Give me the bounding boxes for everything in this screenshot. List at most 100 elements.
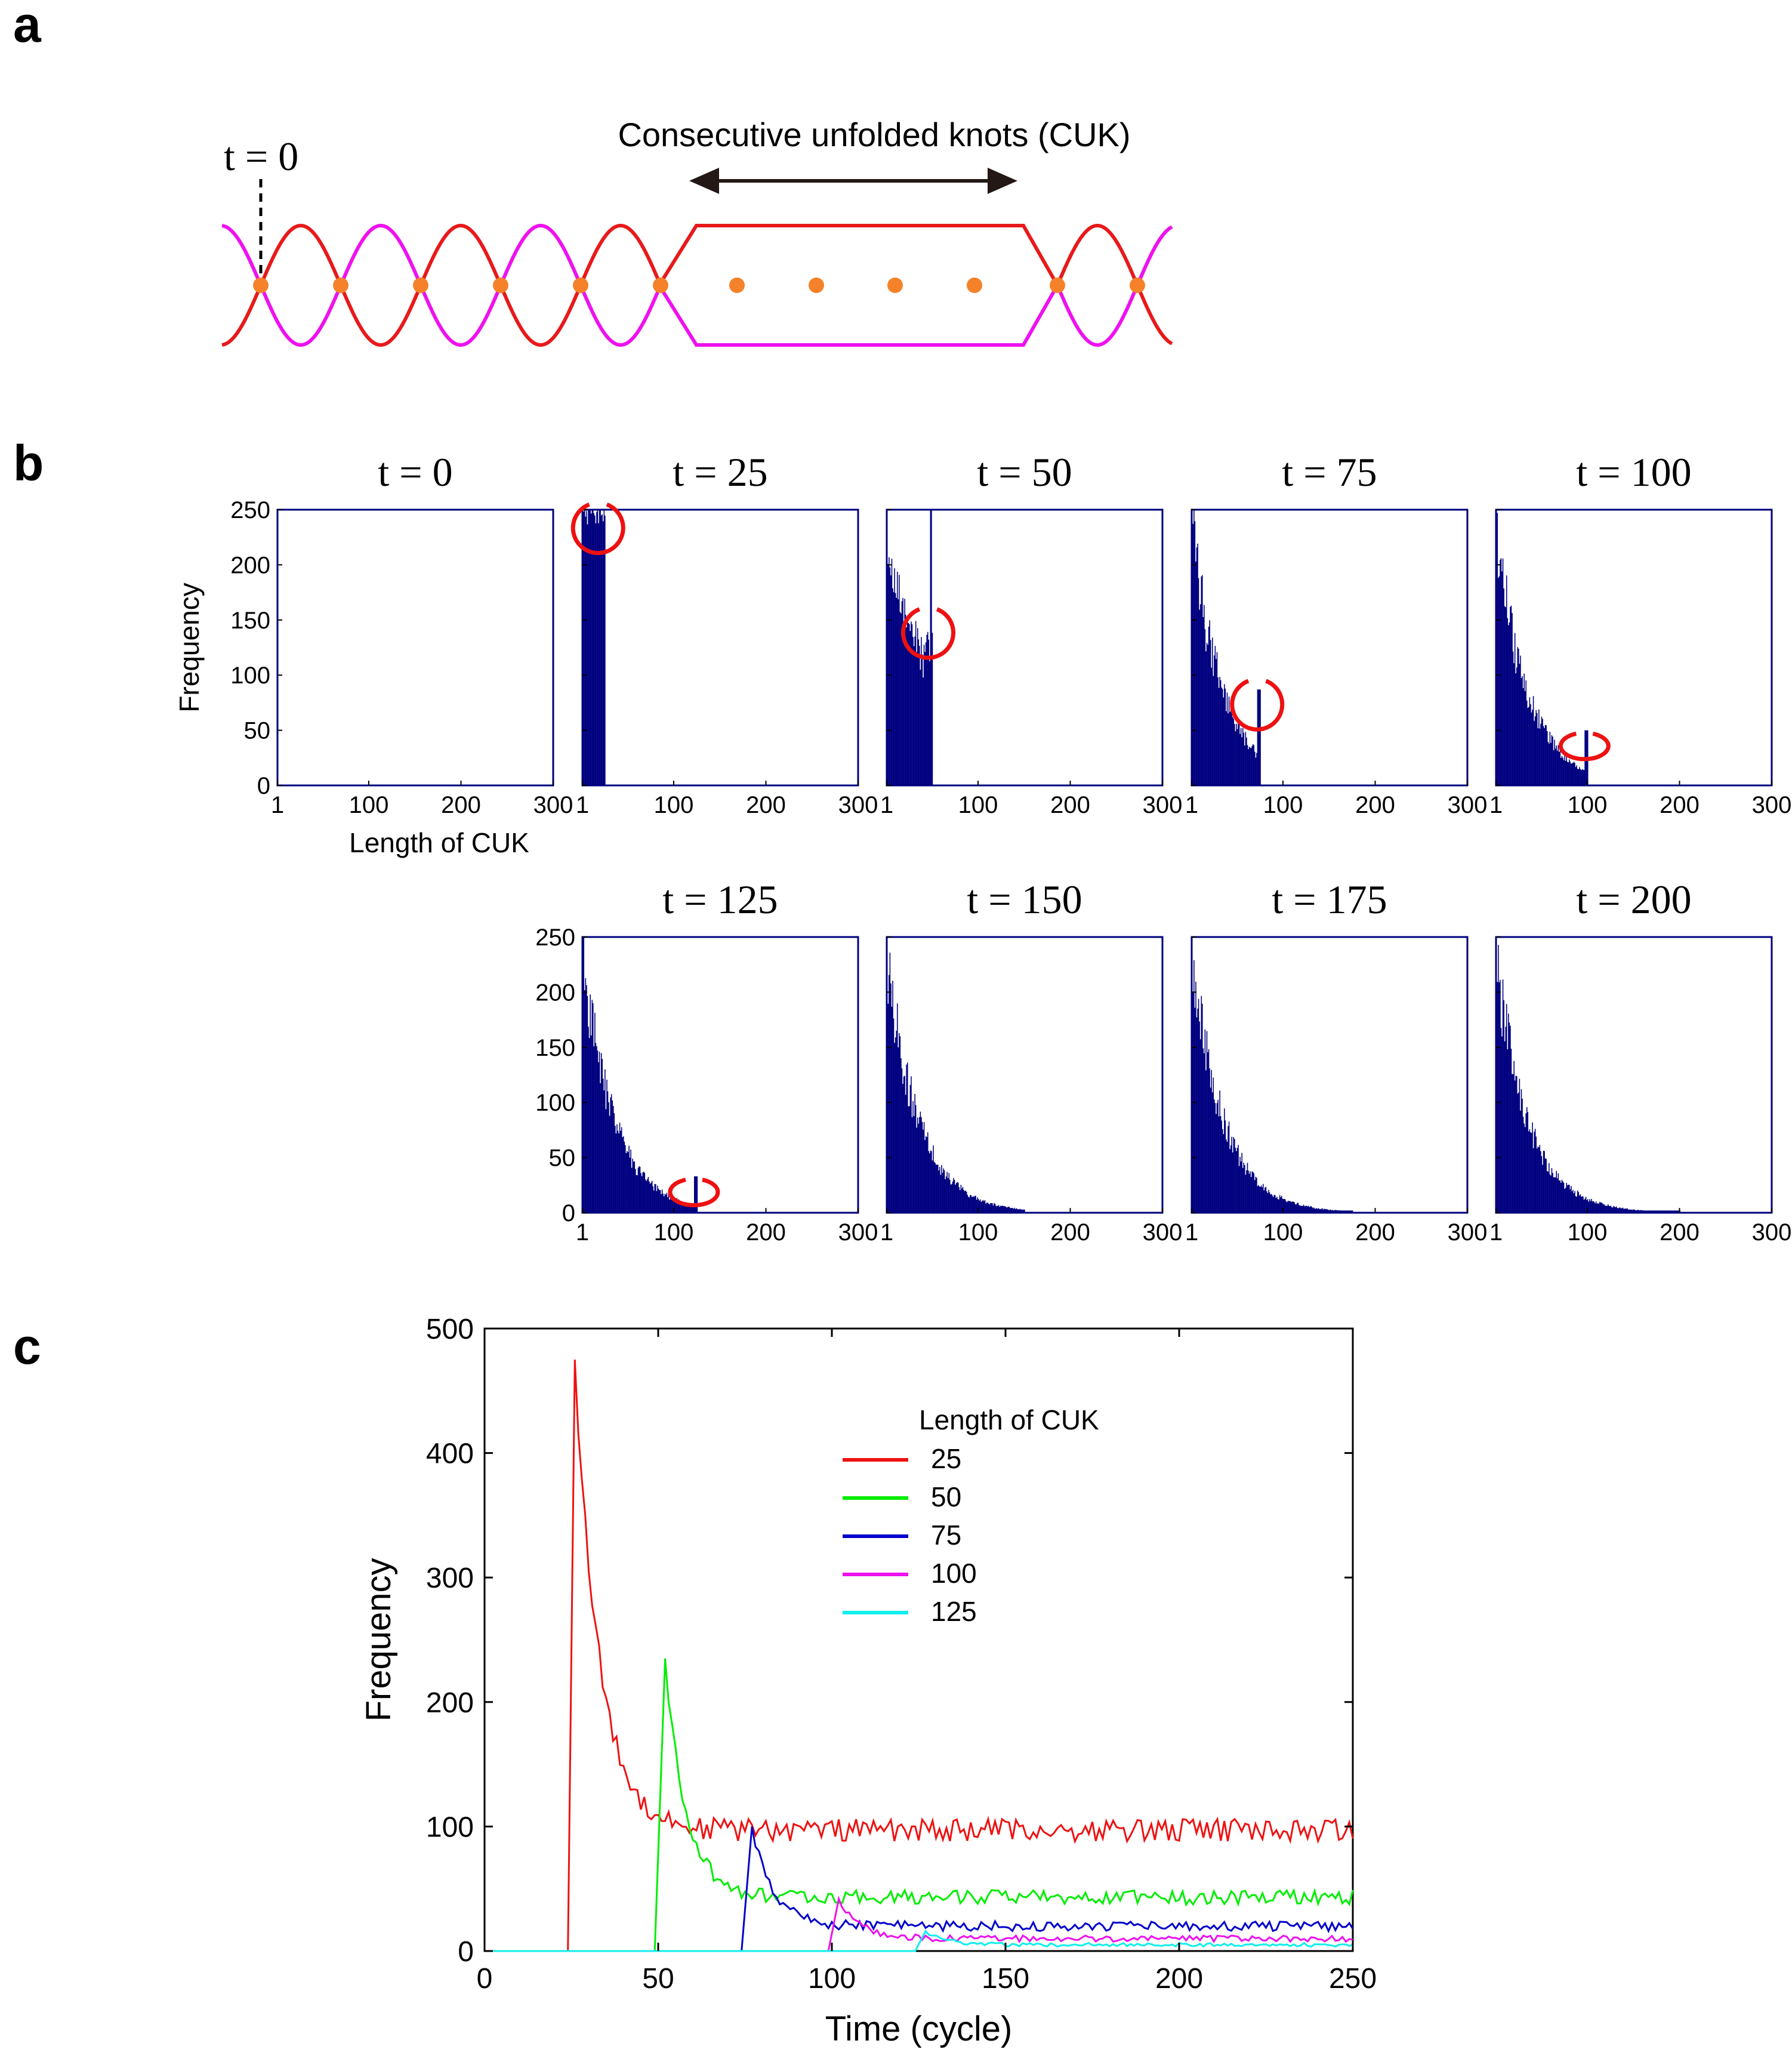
subplot-frame bbox=[1495, 508, 1773, 787]
y-tick-label: 300 bbox=[426, 1562, 474, 1594]
histogram-subplot: t = 175 1 100 200 300 bbox=[1185, 877, 1488, 1246]
knot-dot bbox=[729, 278, 745, 293]
y-axis-label: Frequency bbox=[359, 1558, 398, 1721]
panel-letter-c: c bbox=[13, 1318, 41, 1374]
legend-entry: 75 bbox=[931, 1520, 961, 1551]
panel-a-schematic: t = 0 Consecutive unfolded knots (CUK) bbox=[221, 116, 1173, 347]
series-line-75 bbox=[485, 1826, 1354, 1952]
x-tick-label: 100 bbox=[654, 792, 694, 818]
x-axis-label: Length of CUK bbox=[349, 827, 529, 858]
strand-magenta-right bbox=[1056, 225, 1173, 347]
x-tick-label: 100 bbox=[349, 792, 389, 818]
t-zero-label: t = 0 bbox=[224, 134, 298, 179]
subplot-title: t = 75 bbox=[1282, 449, 1377, 495]
x-tick-label: 150 bbox=[982, 1963, 1029, 1995]
y-tick-label: 0 bbox=[562, 1200, 575, 1226]
histogram-subplot: t = 25 1 100 200 300 bbox=[570, 449, 878, 818]
legend: Length of CUK 25 50 75 100 125 bbox=[843, 1404, 1099, 1627]
histogram-subplot: t = 75 1 100 200 300 bbox=[1185, 449, 1488, 818]
histogram-subplot: t = 200 1 100 200 300 bbox=[1489, 877, 1792, 1246]
legend-entry: 50 bbox=[931, 1481, 961, 1512]
x-tick-label: 300 bbox=[838, 792, 878, 818]
x-tick-label: 100 bbox=[1568, 1219, 1608, 1246]
cuk-annotation: Consecutive unfolded knots (CUK) bbox=[618, 116, 1130, 153]
x-tick-label: 200 bbox=[1355, 1219, 1395, 1246]
panel-letter-a: a bbox=[13, 0, 42, 53]
knot-dot bbox=[333, 278, 348, 293]
x-tick-label: 300 bbox=[1752, 792, 1792, 818]
y-tick-label: 100 bbox=[535, 1090, 575, 1116]
histogram-bars bbox=[887, 953, 1025, 1213]
legend-entry: 125 bbox=[931, 1596, 977, 1627]
x-tick-label: 1 bbox=[271, 792, 284, 818]
x-tick-label: 200 bbox=[746, 1219, 786, 1246]
strand-magenta-left bbox=[221, 223, 1059, 347]
knot-dot bbox=[653, 278, 668, 293]
x-tick-label: 1 bbox=[880, 792, 893, 818]
subplot-frame bbox=[1495, 936, 1773, 1214]
y-tick-label: 500 bbox=[426, 1314, 474, 1345]
peak-highlight-circle bbox=[1558, 731, 1611, 762]
x-tick-label: 200 bbox=[746, 792, 786, 818]
knot-dot bbox=[253, 278, 269, 293]
strand-red-left bbox=[221, 223, 1059, 347]
series-line-25 bbox=[485, 1360, 1354, 1952]
peak-highlight-circle bbox=[668, 1178, 720, 1207]
panel-letter-b: b bbox=[13, 435, 44, 491]
subplot-title: t = 200 bbox=[1576, 877, 1691, 922]
knot-dot bbox=[1130, 278, 1145, 293]
y-axis-label: Frequency bbox=[174, 583, 205, 712]
histogram-bars bbox=[1496, 945, 1681, 1213]
subplot-title: t = 50 bbox=[977, 449, 1072, 495]
x-tick-label: 100 bbox=[654, 1219, 694, 1246]
legend-entry: 25 bbox=[931, 1443, 961, 1474]
y-tick-label: 0 bbox=[458, 1936, 474, 1968]
x-tick-label: 200 bbox=[1660, 1219, 1700, 1246]
x-tick-label: 200 bbox=[441, 792, 481, 818]
y-tick-label: 200 bbox=[230, 552, 270, 578]
histogram-subplot: t = 100 1 100 200 300 bbox=[1489, 449, 1792, 818]
subplot-title: t = 25 bbox=[673, 449, 767, 495]
x-tick-label: 1 bbox=[576, 792, 589, 818]
histogram-subplot: t = 125 0 50 100 150 200 250 1 100 200 300 bbox=[535, 877, 878, 1246]
subplot-frame bbox=[886, 936, 1164, 1214]
y-tick-label: 50 bbox=[244, 718, 271, 744]
knot-dot bbox=[493, 278, 508, 293]
y-tick-label: 250 bbox=[535, 924, 575, 951]
subplot-title: t = 0 bbox=[378, 449, 452, 495]
y-tick-label: 400 bbox=[426, 1438, 474, 1470]
subplot-title: t = 175 bbox=[1272, 877, 1387, 922]
x-tick-label: 200 bbox=[1155, 1963, 1203, 1995]
legend-title: Length of CUK bbox=[919, 1404, 1099, 1435]
subplot-title: t = 125 bbox=[662, 877, 778, 922]
peak-highlight-circle bbox=[1230, 679, 1285, 732]
x-tick-label: 1 bbox=[1489, 1219, 1503, 1246]
x-tick-label: 200 bbox=[1050, 792, 1090, 818]
x-tick-label: 1 bbox=[880, 1219, 893, 1246]
histogram-subplot: t = 150 1 100 200 300 bbox=[880, 877, 1183, 1246]
x-tick-label: 1 bbox=[1185, 792, 1198, 818]
x-tick-label: 300 bbox=[838, 1219, 878, 1246]
knot-dot bbox=[413, 278, 428, 293]
y-tick-label: 100 bbox=[426, 1811, 474, 1843]
subplot-frame bbox=[581, 936, 859, 1214]
panel-c-timeseries: 0 50 100 150 200 250 0 100 200 300 400 500 Time (cyc… bbox=[359, 1314, 1377, 2048]
histogram-subplot: t = 50 1 100 200 300 bbox=[880, 449, 1183, 818]
strand-red-right bbox=[1056, 224, 1173, 346]
peak-highlight-circle bbox=[901, 607, 955, 660]
x-tick-label: 100 bbox=[1263, 792, 1303, 818]
x-tick-label: 300 bbox=[1752, 1219, 1792, 1246]
x-tick-label: 1 bbox=[576, 1219, 589, 1246]
y-tick-label: 100 bbox=[230, 662, 270, 689]
x-tick-label: 1 bbox=[1489, 792, 1503, 818]
histogram-bars bbox=[582, 937, 698, 1213]
peak-highlight-circle bbox=[570, 502, 625, 556]
x-tick-label: 100 bbox=[808, 1963, 856, 1995]
series-line-50 bbox=[485, 1658, 1354, 1952]
x-tick-label: 300 bbox=[1448, 1219, 1488, 1246]
x-tick-label: 100 bbox=[958, 1219, 998, 1246]
knot-dot bbox=[1050, 278, 1065, 293]
knot-dot bbox=[887, 278, 903, 293]
